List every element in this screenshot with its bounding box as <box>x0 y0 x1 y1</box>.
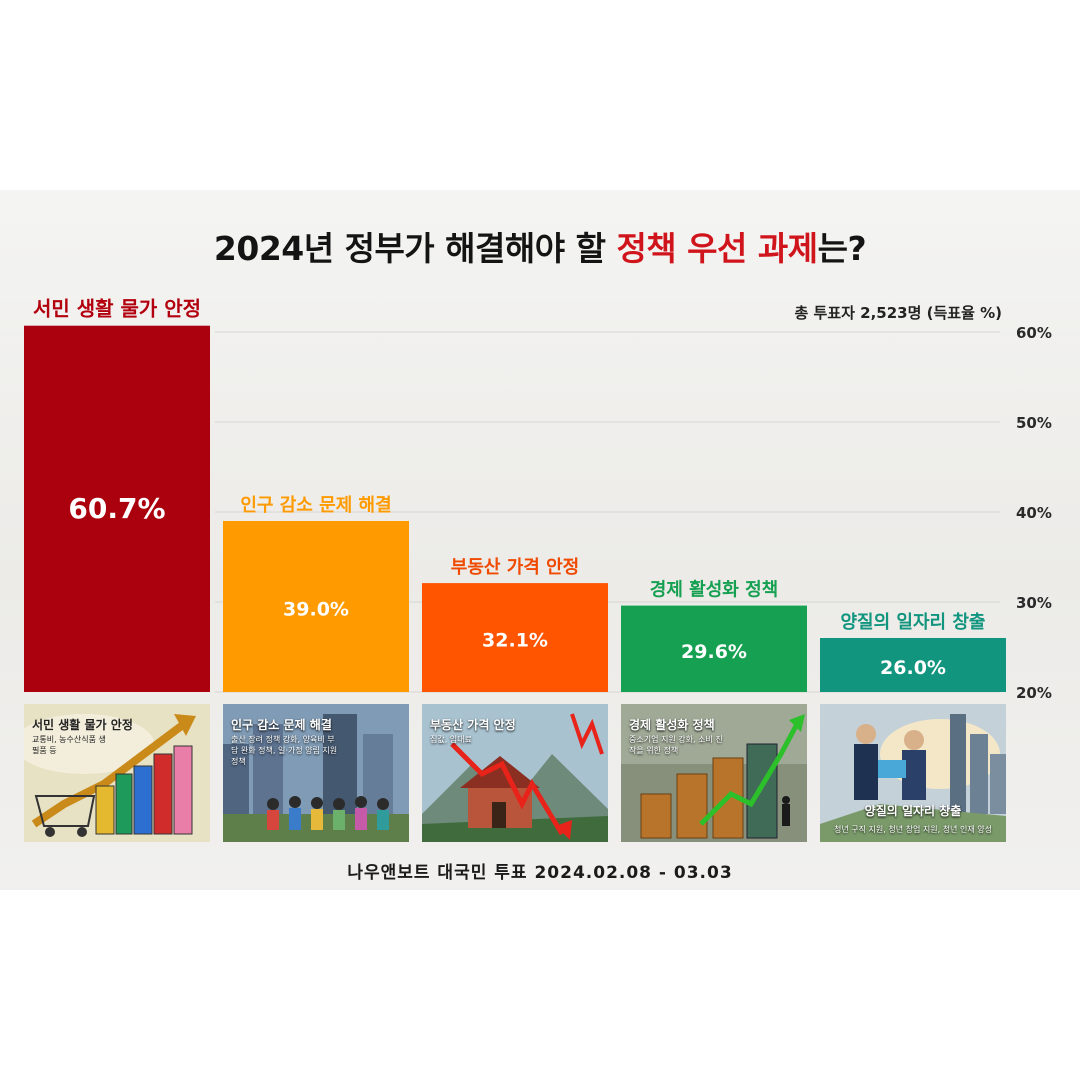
card-title: 경제 활성화 정책 <box>629 718 715 732</box>
value-label: 32.1% <box>482 630 548 652</box>
card-economy: 경제 활성화 정책 중소기업 지원 강화, 소비 진작을 위한 정책 <box>621 704 807 842</box>
card-subtitle: 교통비, 농수산식품 생필품 등 <box>32 735 106 755</box>
chart-title: 2024년 정부가 해결해야 할 정책 우선 과제는? <box>0 222 1080 270</box>
value-label: 60.7% <box>68 492 165 525</box>
footer-source: 나우앤보트 대국민 투표 2024.02.08 - 03.03 <box>347 863 733 883</box>
card-subtitle: 청년 구직 지원, 청년 창업 지원, 청년 인재 양성 <box>834 825 992 834</box>
bar <box>24 325 210 692</box>
category-label: 서민 생활 물가 안정 <box>33 297 201 321</box>
category-label: 부동산 가격 안정 <box>451 557 579 578</box>
bar <box>621 605 807 692</box>
bar-chart: 20% 30% 40% 50% 60% 60.7% 서민 생활 물가 안정 39.0% 인구 감… <box>24 297 1052 700</box>
category-label: 인구 감소 문제 해결 <box>240 495 391 516</box>
category-label: 양질의 일자리 창출 <box>840 612 985 633</box>
title-part-1: 2024년 정부가 해결해야 할 <box>213 229 617 268</box>
card-title: 부동산 가격 안정 <box>430 718 516 732</box>
shopping-bags-rising-arrow-image <box>24 704 210 842</box>
bar <box>223 521 409 692</box>
card-subtitle: 출산 장려 정책 강화, 양육비 부담 완화 정책, 일·가정 양립 지원 정책 <box>231 735 338 766</box>
title-accent: 정책 우선 과제 <box>616 229 818 268</box>
coin-stacks-growth-image <box>621 704 807 842</box>
bar <box>820 638 1006 692</box>
card-population: 인구 감소 문제 해결 출산 장려 정책 강화, 양육비 부담 완화 정책, 일… <box>223 704 409 842</box>
card-title: 양질의 일자리 창출 <box>864 804 962 818</box>
card-title: 인구 감소 문제 해결 <box>231 718 332 732</box>
card-subtitle: 중소기업 지원 강화, 소비 진작을 위한 정책 <box>629 735 723 755</box>
y-tick-label: 40% <box>1016 504 1052 522</box>
y-tick-label: 30% <box>1016 594 1052 612</box>
bar <box>422 583 608 692</box>
card-real-estate: 부동산 가격 안정 집값, 임대료 <box>422 704 608 842</box>
house-falling-arrow-image <box>422 704 608 842</box>
value-label: 39.0% <box>283 599 349 621</box>
y-tick-label: 50% <box>1016 414 1052 432</box>
city-children-image <box>223 704 409 842</box>
card-living-costs: 서민 생활 물가 안정 교통비, 농수산식품 생필품 등 <box>24 704 210 842</box>
card-title: 서민 생활 물가 안정 <box>32 718 133 732</box>
title-part-3: 는? <box>817 229 867 268</box>
y-tick-label: 60% <box>1016 324 1052 342</box>
value-label: 29.6% <box>681 641 747 663</box>
value-label: 26.0% <box>880 657 946 679</box>
y-tick-label: 20% <box>1016 684 1052 700</box>
card-jobs: 양질의 일자리 창출 청년 구직 지원, 청년 창업 지원, 청년 인재 양성 <box>820 704 1006 842</box>
category-label: 경제 활성화 정책 <box>650 580 778 601</box>
business-people-city-image <box>820 704 1006 842</box>
card-subtitle: 집값, 임대료 <box>430 735 472 744</box>
chart-subtitle: 총 투표자 2,523명 (득표율 %) <box>794 304 1002 322</box>
